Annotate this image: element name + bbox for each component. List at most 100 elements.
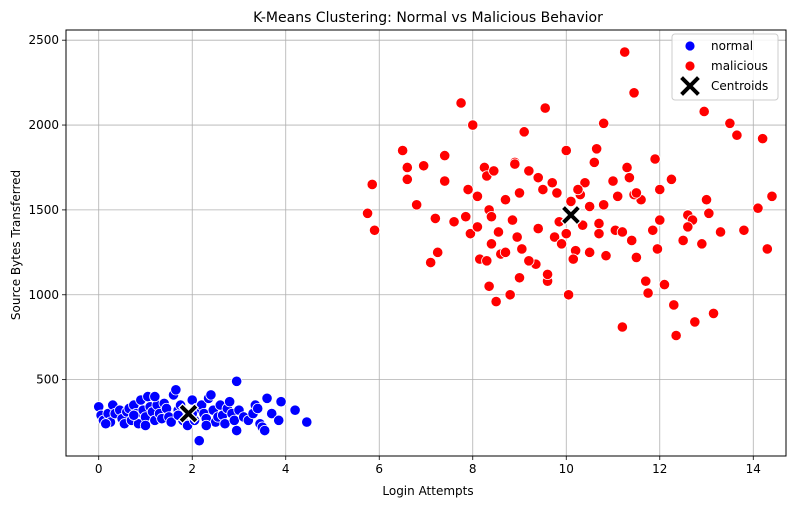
malicious-point (532, 222, 544, 235)
legend-box (671, 33, 779, 101)
x-tick-label: 6 (375, 462, 383, 476)
malicious-point (485, 211, 498, 223)
malicious-point (616, 321, 628, 333)
chart-title: K-Means Clustering: Normal vs Malicious … (253, 10, 603, 26)
malicious-point (471, 190, 484, 202)
y-tick-label: 1500 (28, 203, 59, 217)
malicious-point (368, 224, 381, 236)
malicious-point (565, 195, 577, 208)
x-axis-ticks: 0 2 4 6 8 10 12 14 (95, 456, 761, 476)
normal-point (228, 414, 240, 426)
malicious-point (707, 307, 720, 320)
normal-point (205, 389, 217, 401)
data-points (93, 46, 778, 447)
malicious-point (513, 272, 526, 284)
normal-point (273, 414, 285, 426)
y-tick-label: 500 (36, 373, 59, 387)
malicious-point (401, 173, 413, 185)
malicious-point (766, 190, 778, 202)
grid (66, 30, 786, 456)
malicious-point (731, 129, 743, 141)
y-axis-label: Source Bytes Transferred (9, 170, 23, 320)
malicious-point (591, 143, 603, 155)
malicious-point (516, 243, 528, 255)
malicious-point (541, 268, 554, 280)
malicious-point (448, 216, 460, 228)
malicious-point (593, 217, 605, 230)
malicious-point (738, 224, 750, 236)
normal-point (301, 416, 313, 428)
malicious-point (523, 255, 535, 267)
malicious-point (488, 165, 500, 177)
malicious-point (757, 133, 769, 145)
x-tick-label: 10 (559, 462, 574, 476)
malicious-point (532, 172, 544, 184)
malicious-point (619, 46, 631, 58)
normal-point (139, 419, 152, 432)
malicious-point (439, 175, 451, 187)
malicious-point (432, 246, 444, 258)
malicious-point (654, 214, 666, 226)
malicious-point (588, 156, 600, 168)
malicious-point (670, 329, 682, 342)
normal-point (165, 416, 177, 428)
normal-point (128, 409, 140, 421)
malicious-point (665, 173, 678, 185)
centroid-marker (179, 404, 198, 423)
normal-point (231, 424, 243, 437)
malicious-point (640, 275, 652, 287)
malicious-point (630, 251, 642, 264)
malicious-point (752, 202, 764, 214)
malicious-point (628, 87, 640, 99)
malicious-point (647, 224, 659, 236)
y-tick-label: 2000 (28, 118, 59, 132)
normal-point (275, 396, 287, 408)
malicious-point (439, 149, 451, 162)
malicious-point (560, 228, 572, 240)
x-tick-label: 12 (652, 462, 667, 476)
malicious-point (607, 175, 619, 187)
malicious-point (471, 221, 484, 233)
malicious-point (682, 221, 694, 233)
malicious-point (537, 183, 549, 196)
legend-marker-malicious (684, 60, 696, 72)
malicious-point (612, 190, 624, 202)
malicious-point (511, 231, 523, 243)
centroid-marker (562, 206, 580, 224)
malicious-point (579, 177, 591, 189)
malicious-point (455, 97, 467, 109)
malicious-point (462, 183, 474, 196)
normal-point (252, 402, 264, 415)
malicious-point (485, 238, 498, 250)
legend-label-centroids: Centroids (711, 79, 768, 93)
malicious-point (621, 161, 633, 174)
malicious-point (504, 289, 516, 301)
malicious-point (658, 278, 671, 291)
normal-point (289, 404, 301, 416)
malicious-point (598, 199, 610, 211)
malicious-point (425, 256, 437, 269)
malicious-point (724, 117, 736, 129)
malicious-point (584, 200, 596, 213)
malicious-point (551, 187, 563, 199)
malicious-point (626, 234, 638, 247)
malicious-point (490, 295, 502, 308)
x-tick-label: 4 (282, 462, 290, 476)
malicious-point (548, 231, 561, 243)
malicious-point (677, 234, 689, 247)
legend-marker-normal (684, 40, 696, 52)
malicious-point (560, 144, 572, 157)
malicious-point (761, 243, 773, 255)
y-tick-label: 2500 (28, 33, 59, 47)
malicious-point (397, 144, 409, 157)
malicious-point (523, 165, 535, 177)
normal-point (100, 418, 112, 430)
normal-point (219, 418, 231, 430)
normal-point (266, 407, 278, 420)
normal-point (259, 424, 271, 437)
malicious-point (429, 212, 441, 224)
legend-label-normal: normal (711, 39, 753, 53)
normal-point (200, 419, 212, 432)
malicious-point (460, 211, 472, 223)
